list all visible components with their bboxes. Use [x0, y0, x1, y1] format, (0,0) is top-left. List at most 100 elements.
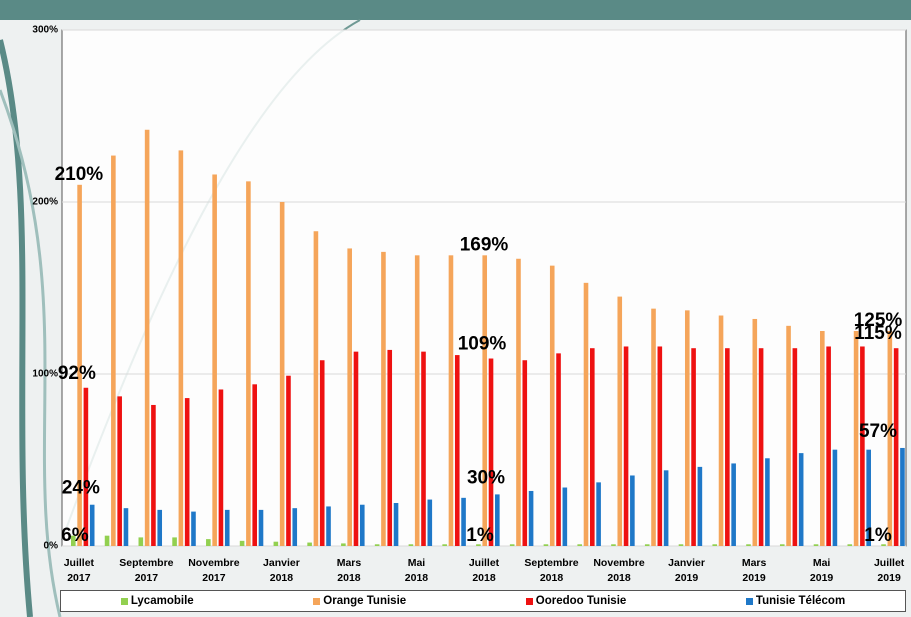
bar [307, 542, 312, 546]
bar [853, 331, 859, 546]
bar [697, 466, 703, 546]
bar [151, 404, 156, 546]
bar [596, 482, 601, 546]
data-label: 169% [460, 234, 509, 255]
decor-curve [0, 89, 62, 617]
legend-swatch [120, 597, 128, 605]
bar [359, 504, 365, 546]
bar [144, 129, 150, 546]
bar [691, 348, 696, 546]
bar [900, 447, 905, 546]
bar [820, 331, 825, 546]
legend-label: Ooredoo Tunisie [535, 595, 627, 607]
bar [123, 508, 129, 546]
bar [617, 296, 623, 546]
y-tick-label: 300% [32, 25, 58, 36]
data-label: 92% [58, 363, 96, 384]
data-label: 24% [62, 478, 100, 499]
bar [111, 155, 116, 546]
data-label: 109% [458, 334, 507, 355]
bar [319, 360, 325, 546]
bar [442, 544, 447, 546]
bar [421, 351, 426, 546]
bar [583, 282, 589, 546]
legend-label: Lycamobile [130, 595, 194, 607]
bar [712, 544, 718, 546]
bar [731, 463, 736, 546]
bar [516, 258, 521, 546]
bar [172, 537, 177, 546]
data-label: 30% [467, 467, 505, 488]
bar [657, 346, 663, 546]
x-tick-label: Mars 2019 [741, 557, 767, 584]
bar [279, 202, 285, 546]
y-tick-label: 200% [32, 197, 58, 208]
bar [374, 544, 380, 546]
data-label: 57% [859, 421, 897, 442]
legend-label: Tunisie Télécom [755, 595, 846, 607]
bar [752, 318, 758, 546]
x-tick-label: Septembre 2017 [119, 557, 174, 584]
bar [528, 490, 534, 546]
bar [860, 346, 865, 546]
legend-swatch [745, 597, 753, 605]
x-tick-label: Mai 2019 [809, 557, 834, 584]
bar [427, 499, 433, 546]
x-tick-label: Novembre 2017 [188, 557, 240, 584]
legend-item: Ooredoo Tunisie [525, 595, 627, 607]
bar [623, 346, 629, 546]
bar [387, 349, 393, 546]
legend-item: Orange Tunisie [313, 595, 406, 607]
data-label: 6% [61, 525, 89, 546]
bar [813, 544, 819, 546]
bar [522, 360, 528, 546]
y-tick-label: 100% [32, 369, 58, 380]
bar [157, 509, 163, 546]
bar [630, 475, 635, 546]
bar [488, 358, 494, 546]
bar [543, 544, 549, 546]
bar [792, 348, 798, 546]
data-label: 115% [854, 323, 902, 344]
bar [758, 348, 764, 546]
legend-item: Lycamobile [120, 595, 194, 607]
bar [326, 506, 331, 546]
bar [206, 539, 211, 546]
bar [590, 348, 595, 546]
bar [89, 504, 95, 546]
bar [461, 497, 466, 546]
bar [562, 487, 568, 546]
bar [218, 389, 224, 546]
x-tick-label: Janvier 2019 [668, 557, 705, 584]
bar [495, 494, 500, 546]
bar [239, 540, 245, 546]
bar [556, 353, 561, 546]
legend-swatch [525, 597, 533, 605]
bar [286, 375, 291, 546]
bar [448, 255, 454, 546]
bar [725, 348, 730, 546]
bar [104, 535, 110, 546]
x-tick-label: Juillet 2018 [468, 557, 500, 584]
bar [746, 544, 751, 546]
bar [252, 384, 257, 546]
bar [71, 535, 76, 546]
y-tick-label: 0% [44, 541, 59, 552]
bar [678, 544, 684, 546]
bar [341, 543, 346, 546]
bar [292, 508, 298, 546]
legend-label: Orange Tunisie [323, 595, 407, 607]
bar [881, 544, 886, 546]
bar [393, 503, 399, 546]
bar [847, 544, 853, 546]
x-tick-label: Mai 2018 [404, 557, 429, 584]
bar [798, 453, 804, 546]
bar [786, 325, 791, 546]
x-tick-label: Janvier 2018 [263, 557, 300, 584]
bar [482, 255, 488, 546]
bar [353, 351, 359, 546]
bar [684, 310, 690, 546]
data-label: 1% [864, 525, 892, 546]
x-tick-label: Septembre 2018 [524, 557, 579, 584]
bar [826, 346, 831, 546]
